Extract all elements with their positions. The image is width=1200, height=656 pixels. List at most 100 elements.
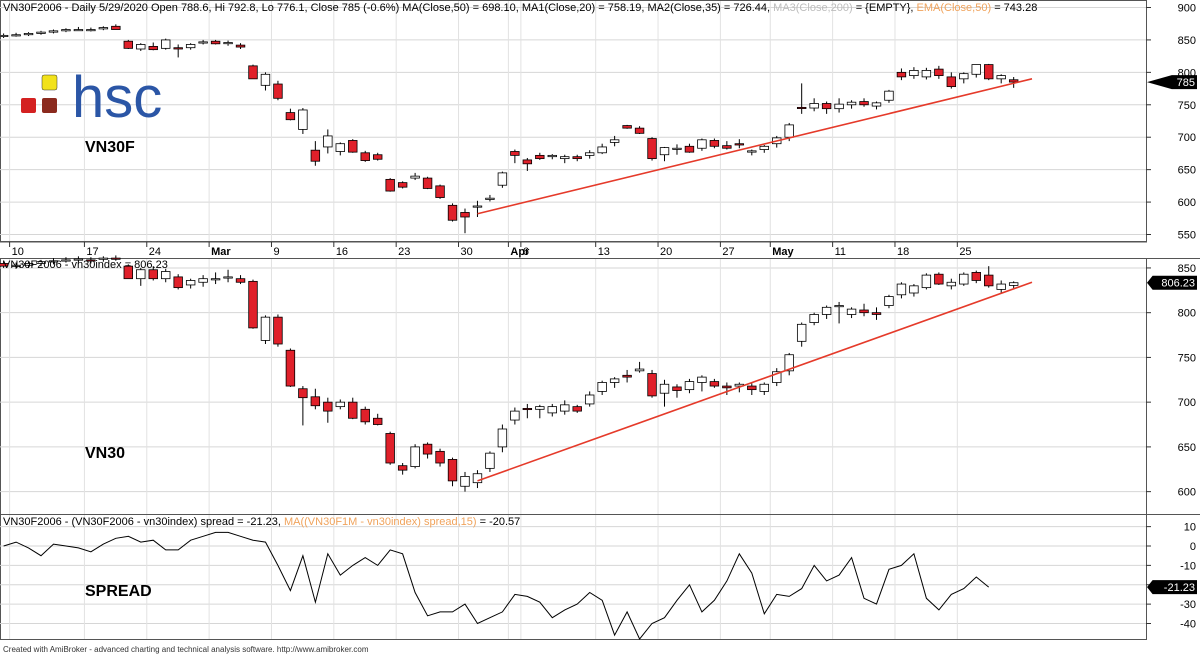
candle-down xyxy=(572,156,582,160)
candle-down xyxy=(622,374,632,378)
candle-up xyxy=(597,146,607,154)
candle-up xyxy=(697,376,707,383)
candle-up xyxy=(921,70,932,78)
candle-down xyxy=(285,112,296,121)
candle-down xyxy=(248,65,258,80)
y-tick-label: 650 xyxy=(1178,165,1196,177)
candle-up xyxy=(946,281,957,287)
trendline xyxy=(477,281,1033,482)
candle-up xyxy=(335,401,345,408)
candle-down xyxy=(173,47,183,50)
candle-down xyxy=(447,204,458,221)
candle-up xyxy=(260,73,271,86)
candle-up xyxy=(23,33,34,36)
date-tick-label: 24 xyxy=(149,246,161,258)
date-tick-label: 20 xyxy=(660,246,672,258)
candle-up xyxy=(472,473,483,484)
candle-down xyxy=(984,64,994,80)
pane1-label: VN30F xyxy=(85,139,135,156)
candle-down xyxy=(148,46,158,51)
vn30-candles xyxy=(0,255,1033,492)
candle-up xyxy=(36,261,46,264)
candle-down xyxy=(123,265,134,280)
y-tick-label: 650 xyxy=(1178,442,1196,454)
candle-down xyxy=(397,465,408,471)
candle-down xyxy=(385,178,395,192)
candle-down xyxy=(397,182,408,188)
candle-up xyxy=(896,283,907,296)
candle-down xyxy=(984,274,994,287)
candle-up xyxy=(921,274,932,289)
candle-down xyxy=(298,388,308,399)
candle-down xyxy=(946,76,957,88)
candle-up xyxy=(223,42,233,45)
candle-up xyxy=(996,283,1006,290)
pane3-label: SPREAD xyxy=(85,583,152,600)
candle-up xyxy=(971,64,981,75)
candle-up xyxy=(73,29,84,32)
candle-up xyxy=(684,381,695,391)
candle-down xyxy=(1008,79,1019,83)
candle-up xyxy=(298,109,308,130)
candle-down xyxy=(859,309,869,314)
candle-down xyxy=(111,257,121,260)
candle-up xyxy=(597,382,607,392)
candle-up xyxy=(547,154,557,158)
candle-up xyxy=(61,259,71,262)
date-tick-label: 16 xyxy=(336,246,348,258)
candle-up xyxy=(759,145,769,150)
candle-down xyxy=(460,212,470,218)
candle-up xyxy=(136,269,146,280)
date-tick-label: 6 xyxy=(523,246,529,258)
candle-up xyxy=(772,371,782,383)
candle-up xyxy=(884,296,894,306)
candle-up xyxy=(86,29,96,32)
date-tick-label: 23 xyxy=(398,246,410,258)
candle-up xyxy=(198,41,208,44)
candle-up xyxy=(11,264,21,267)
date-tick-label: May xyxy=(772,246,794,258)
candle-up xyxy=(871,102,882,107)
grid-lines xyxy=(0,1,1146,639)
candle-up xyxy=(846,101,857,106)
candle-up xyxy=(821,306,832,315)
candle-down xyxy=(86,259,96,262)
hsc-logo: hsc xyxy=(21,65,162,130)
candle-up xyxy=(672,147,682,150)
candle-up xyxy=(834,305,844,308)
candle-up xyxy=(98,27,109,30)
candle-down xyxy=(796,106,807,109)
date-tick-label: 17 xyxy=(86,246,98,258)
candle-down xyxy=(622,125,632,129)
y-tick-label: -40 xyxy=(1180,619,1196,631)
candle-down xyxy=(572,406,582,412)
candle-up xyxy=(560,156,570,160)
candle-up xyxy=(11,34,21,37)
y-tick-label: 750 xyxy=(1178,352,1196,364)
candle-down xyxy=(734,143,745,146)
date-axis-bg xyxy=(0,242,1147,258)
candle-up xyxy=(323,135,333,148)
candle-up xyxy=(335,143,345,152)
candle-down xyxy=(447,459,458,482)
candle-down xyxy=(173,276,183,289)
date-tick-label: 9 xyxy=(273,246,279,258)
last-value-label: 785 xyxy=(1177,77,1195,89)
candle-down xyxy=(934,68,944,76)
candle-down xyxy=(273,316,283,345)
candle-up xyxy=(634,368,645,372)
candle-down xyxy=(709,140,720,147)
candle-down xyxy=(348,140,358,153)
candle-down xyxy=(722,385,732,389)
date-tick-label: 25 xyxy=(959,246,971,258)
candle-down xyxy=(360,408,370,423)
y-tick-label: 700 xyxy=(1178,397,1196,409)
candle-up xyxy=(510,410,520,421)
candle-down xyxy=(210,40,221,45)
date-tick-label: 18 xyxy=(897,246,909,258)
y-tick-label: 800 xyxy=(1178,308,1196,320)
date-tick-label: 30 xyxy=(461,246,473,258)
candle-down xyxy=(435,450,445,464)
y-tick-label: 600 xyxy=(1178,487,1196,499)
